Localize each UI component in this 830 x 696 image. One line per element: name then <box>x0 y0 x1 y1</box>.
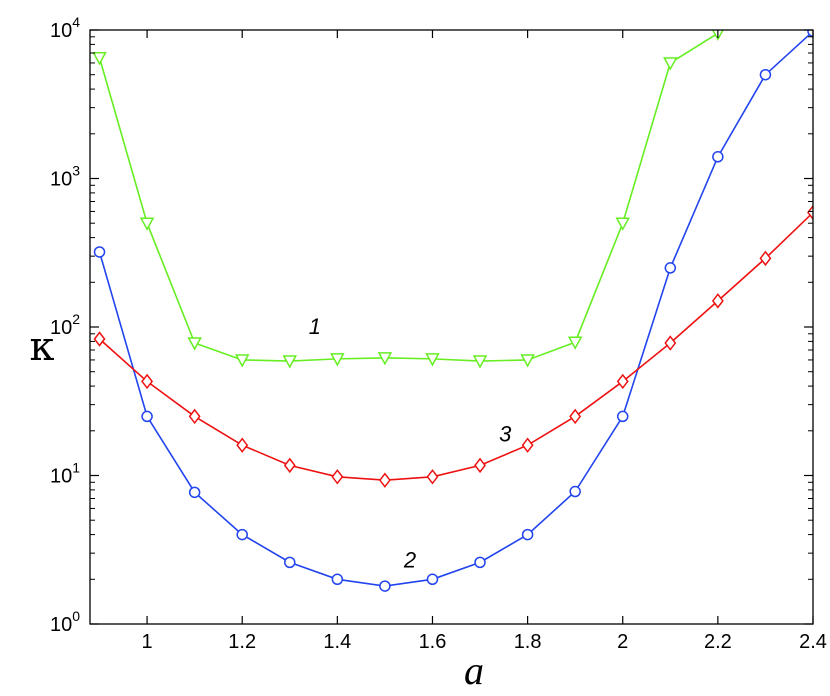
series-3-point-0 <box>93 331 106 347</box>
y-tick-label: 100 <box>50 608 80 636</box>
tick-layer: 1 1.2 1.4 1.6 1.8 2 2.2 2.4 100 101 102 103 104 <box>50 14 827 653</box>
series-3-point-7 <box>426 469 439 485</box>
series-1-point-12 <box>663 57 678 71</box>
plot-frame <box>89 29 814 625</box>
series-3-point-14 <box>759 250 772 267</box>
y-tick-label: 104 <box>50 14 80 42</box>
x-tick-label: 1.6 <box>419 631 447 653</box>
series-1-point-7 <box>425 353 440 367</box>
series-line-2 <box>98 30 813 587</box>
series-2-point-7 <box>426 573 439 586</box>
series-3-point-10 <box>569 408 582 425</box>
series-2-point-13 <box>712 151 724 163</box>
series-line-1 <box>98 32 719 362</box>
series-1-point-3 <box>234 354 250 368</box>
series-2-point-6 <box>379 580 391 592</box>
series-2-point-10 <box>569 485 581 498</box>
series-2-point-1 <box>141 410 153 423</box>
series-2-point-15 <box>807 30 813 38</box>
series-3-point-9 <box>521 437 534 453</box>
series-1-point-5 <box>330 353 345 367</box>
series-1-point-4 <box>282 355 298 369</box>
x-tick-label: 2.4 <box>799 631 827 653</box>
series-3-point-3 <box>236 437 249 453</box>
series-3-point-13 <box>711 293 724 309</box>
series-3-point-5 <box>331 469 344 485</box>
series-2-point-8 <box>474 556 486 569</box>
series-3-point-2 <box>188 408 201 425</box>
series-2-point-9 <box>521 528 534 541</box>
y-tick-label: 103 <box>50 163 80 191</box>
x-tick-label: 2 <box>617 631 628 653</box>
series-2-point-11 <box>616 410 629 423</box>
x-tick-label: 2.2 <box>704 631 732 653</box>
y-tick-label: 101 <box>50 460 80 488</box>
y-axis-label: κ <box>30 324 55 370</box>
series-3-point-12 <box>664 335 677 351</box>
series-3-point-11 <box>616 373 629 390</box>
series-layer <box>92 30 813 592</box>
series-3-point-8 <box>474 457 486 474</box>
series-1-point-1 <box>139 217 155 231</box>
series-3-point-1 <box>141 373 154 390</box>
x-tick-label: 1.4 <box>323 631 351 653</box>
series-2-point-14 <box>759 68 772 81</box>
series-2-point-3 <box>236 528 248 541</box>
series-1-point-2 <box>187 337 202 351</box>
series-label-2: 2 <box>403 548 416 573</box>
y-tick-label: 102 <box>50 311 80 339</box>
x-axis-label: a <box>464 648 484 693</box>
series-1-point-0 <box>92 52 107 66</box>
series-1-point-6 <box>377 352 393 366</box>
series-2-point-0 <box>93 246 106 258</box>
series-line-3 <box>98 211 813 481</box>
series-label-1: 1 <box>309 314 321 339</box>
series-1-point-11 <box>615 217 631 231</box>
series-1-point-8 <box>472 355 488 369</box>
series-3-point-6 <box>378 472 391 488</box>
series-2-point-2 <box>188 486 201 499</box>
series-1-point-9 <box>520 354 535 368</box>
series-3-point-4 <box>283 457 296 474</box>
x-tick-label: 1.2 <box>228 631 256 653</box>
x-tick-label: 1 <box>142 631 153 653</box>
annotation-layer: 1 2 3 <box>309 314 512 573</box>
x-tick-label: 1.8 <box>514 631 542 653</box>
series-label-3: 3 <box>499 421 512 446</box>
series-2-point-4 <box>284 556 296 569</box>
series-3-point-15 <box>807 204 813 221</box>
series-2-point-12 <box>664 262 677 274</box>
series-2-point-5 <box>331 573 344 586</box>
series-1-point-10 <box>567 336 583 350</box>
